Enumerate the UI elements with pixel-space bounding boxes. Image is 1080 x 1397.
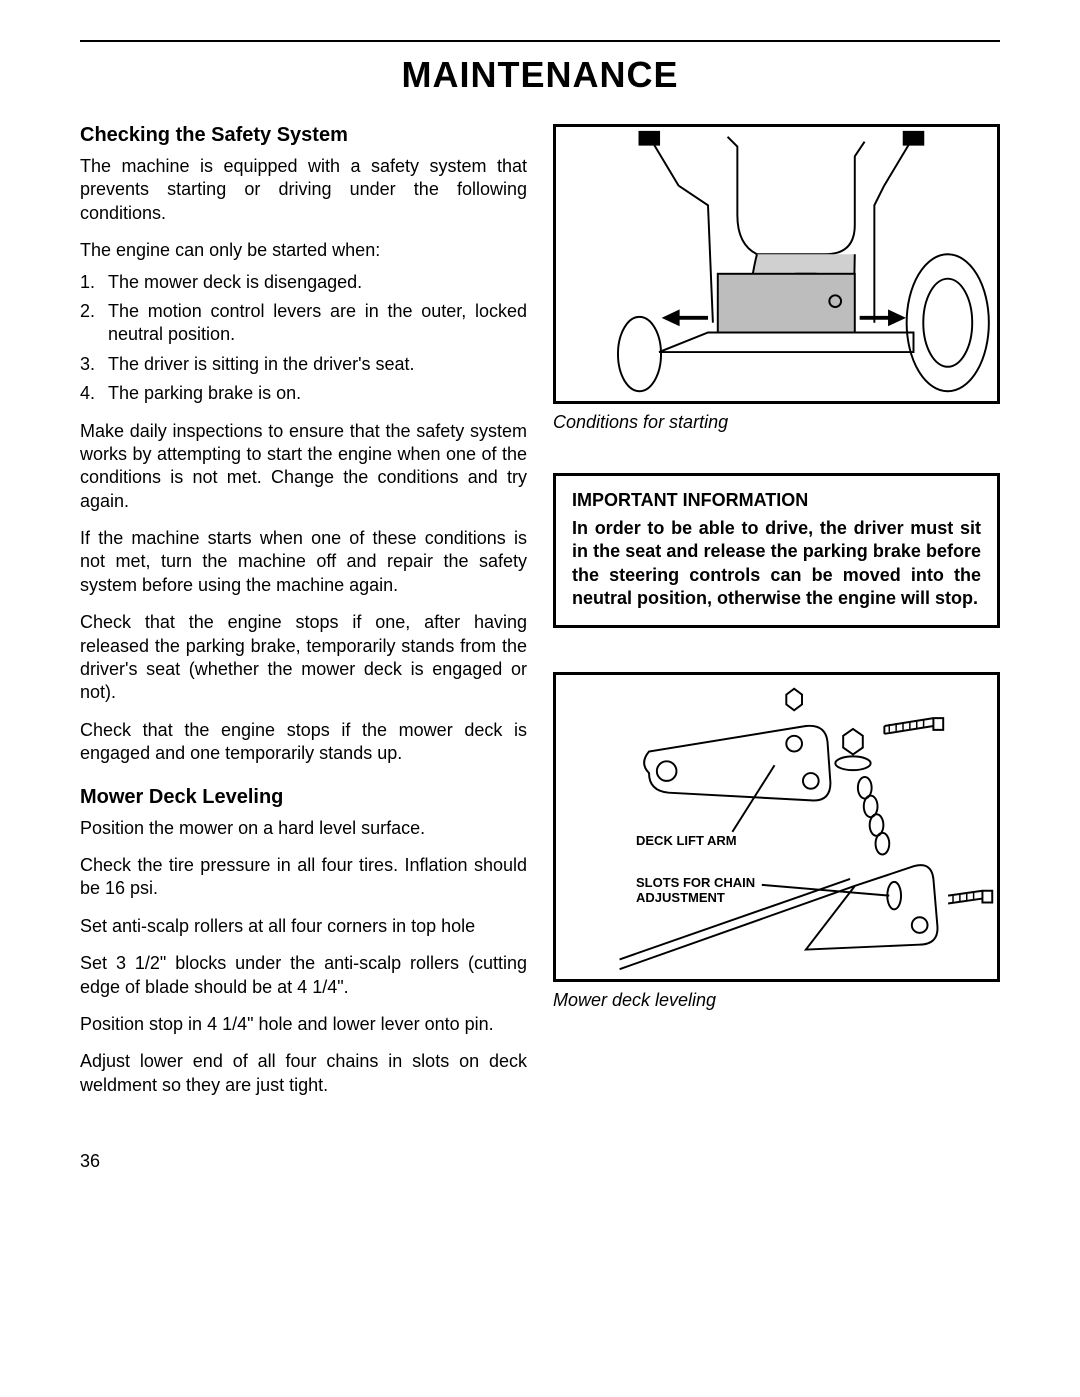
figure2-box: DECK LIFT ARM SLOTS FOR CHAIN ADJUSTMENT	[553, 672, 1000, 982]
figure1-caption: Conditions for starting	[553, 412, 1000, 433]
section2-p1: Position the mower on a hard level surfa…	[80, 817, 527, 840]
section2-p2: Check the tire pressure in all four tire…	[80, 854, 527, 901]
figure1-box	[553, 124, 1000, 404]
section1-heading: Checking the Safety System	[80, 124, 527, 147]
deck-leveling-illustration	[556, 675, 997, 979]
figure2-caption: Mower deck leveling	[553, 990, 1000, 1011]
section1-p3: Make daily inspections to ensure that th…	[80, 420, 527, 514]
list-item: The mower deck is disengaged.	[80, 271, 527, 294]
page-title: MAINTENANCE	[80, 54, 1000, 96]
page-number: 36	[80, 1151, 1000, 1172]
section1-list: The mower deck is disengaged. The motion…	[80, 271, 527, 406]
label-deck-lift-arm: DECK LIFT ARM	[636, 833, 737, 849]
important-info-box: IMPORTANT INFORMATION In order to be abl…	[553, 473, 1000, 628]
two-column-layout: Checking the Safety System The machine i…	[80, 124, 1000, 1111]
section2-p6: Adjust lower end of all four chains in s…	[80, 1050, 527, 1097]
list-item: The motion control levers are in the out…	[80, 300, 527, 347]
section2-heading: Mower Deck Leveling	[80, 786, 527, 809]
label-slots-for-chain: SLOTS FOR CHAIN ADJUSTMENT	[636, 875, 776, 906]
mower-driver-illustration	[556, 127, 997, 401]
section2-p4: Set 3 1/2" blocks under the anti-scalp r…	[80, 952, 527, 999]
section1-p2: The engine can only be started when:	[80, 239, 527, 262]
section1-p4: If the machine starts when one of these …	[80, 527, 527, 597]
section1-p5: Check that the engine stops if one, afte…	[80, 611, 527, 705]
section1-p1: The machine is equipped with a safety sy…	[80, 155, 527, 225]
list-item: The driver is sitting in the driver's se…	[80, 353, 527, 376]
section2-p3: Set anti-scalp rollers at all four corne…	[80, 915, 527, 938]
right-column: Conditions for starting IMPORTANT INFORM…	[553, 124, 1000, 1111]
top-rule	[80, 40, 1000, 42]
list-item: The parking brake is on.	[80, 382, 527, 405]
info-heading: IMPORTANT INFORMATION	[572, 490, 981, 511]
info-body: In order to be able to drive, the driver…	[572, 517, 981, 611]
section2-p5: Position stop in 4 1/4" hole and lower l…	[80, 1013, 527, 1036]
left-column: Checking the Safety System The machine i…	[80, 124, 527, 1111]
section1-p6: Check that the engine stops if the mower…	[80, 719, 527, 766]
section2: Mower Deck Leveling Position the mower o…	[80, 786, 527, 1098]
